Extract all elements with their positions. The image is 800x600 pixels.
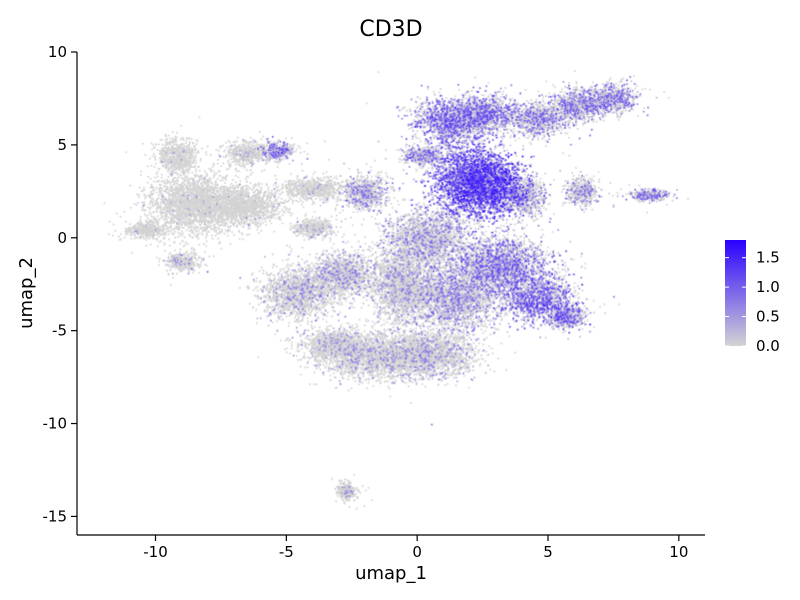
x-tick-label: -10 (143, 543, 168, 561)
chart-title: CD3D (359, 17, 422, 42)
x-axis-label: umap_1 (355, 563, 427, 584)
y-tick-label: 10 (48, 43, 67, 61)
y-tick-label: 0 (57, 229, 67, 247)
legend-ticks: 1.5 1.0 0.5 0.0 (725, 249, 780, 355)
x-ticks: -10 -5 0 5 10 (143, 535, 688, 561)
x-tick-label: -5 (279, 543, 294, 561)
legend-colorbar (725, 240, 746, 346)
legend-tick-label: 0.0 (756, 337, 780, 355)
x-tick-label: 10 (669, 543, 688, 561)
y-axis: 10 5 0 -5 -10 -15 (43, 43, 78, 535)
y-ticks: 10 5 0 -5 -10 -15 (43, 43, 77, 525)
legend-tick-label: 1.0 (756, 278, 780, 296)
legend-tick-label: 0.5 (756, 308, 780, 326)
y-tick-label: -5 (52, 322, 67, 340)
y-tick-label: -15 (43, 507, 68, 525)
y-tick-label: -10 (43, 415, 68, 433)
legend-tick-label: 1.5 (756, 249, 780, 267)
y-axis-label: umap_2 (16, 257, 37, 329)
x-tick-label: 0 (412, 543, 422, 561)
y-tick-label: 5 (57, 136, 67, 154)
x-tick-label: 5 (543, 543, 553, 561)
expression-points (78, 52, 705, 534)
x-axis: -10 -5 0 5 10 (77, 534, 705, 561)
color-legend: 1.5 1.0 0.5 0.0 (725, 240, 780, 355)
